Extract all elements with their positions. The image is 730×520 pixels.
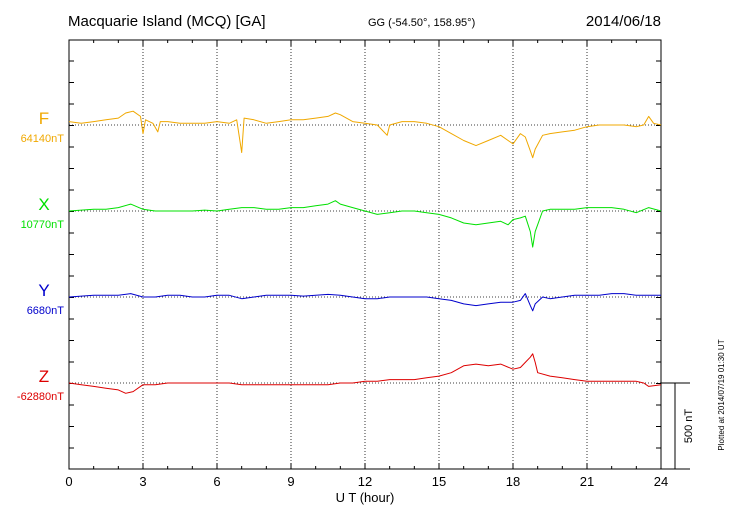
x-axis-title: U T (hour) bbox=[336, 490, 395, 505]
x-tick-label: 24 bbox=[654, 474, 668, 489]
baseline-label-y: 6680nT bbox=[27, 305, 65, 317]
x-tick-label: 0 bbox=[65, 474, 72, 489]
series-line-x bbox=[68, 200, 662, 248]
series-name-y: Y bbox=[38, 281, 49, 300]
series-labels: F 64140nT X 10770nT Y 6680nT Z -62880nT bbox=[17, 109, 64, 403]
series-group bbox=[68, 110, 662, 394]
series-line-f bbox=[68, 110, 662, 159]
grid-lines bbox=[69, 40, 661, 469]
baseline-label-f: 64140nT bbox=[21, 133, 65, 145]
coordinates-label: GG (-54.50°, 158.95°) bbox=[368, 17, 475, 29]
series-name-x: X bbox=[38, 195, 49, 214]
series-name-f: F bbox=[39, 109, 49, 128]
x-tick-label: 3 bbox=[139, 474, 146, 489]
x-tick-label: 12 bbox=[358, 474, 372, 489]
date-label: 2014/06/18 bbox=[586, 13, 661, 30]
plotted-at-label: Plotted at 2014/07/19 01:30 UT bbox=[717, 339, 726, 450]
baseline-label-z: -62880nT bbox=[17, 391, 64, 403]
x-tick-label: 15 bbox=[432, 474, 446, 489]
scale-bar-label: 500 nT bbox=[683, 409, 695, 444]
x-tick-label: 6 bbox=[213, 474, 220, 489]
series-line-z bbox=[68, 353, 662, 394]
axis-ticks: 0 3 6 9 12 15 18 21 24 bbox=[65, 40, 668, 489]
series-name-z: Z bbox=[39, 367, 49, 386]
x-tick-label: 21 bbox=[580, 474, 594, 489]
series-line-y bbox=[68, 293, 661, 312]
plot-frame bbox=[68, 39, 662, 470]
station-title: Macquarie Island (MCQ) [GA] bbox=[68, 13, 266, 30]
x-tick-label: 9 bbox=[287, 474, 294, 489]
baseline-label-x: 10770nT bbox=[21, 219, 65, 231]
x-tick-label: 18 bbox=[506, 474, 520, 489]
scale-bar: 500 nT bbox=[661, 382, 695, 470]
